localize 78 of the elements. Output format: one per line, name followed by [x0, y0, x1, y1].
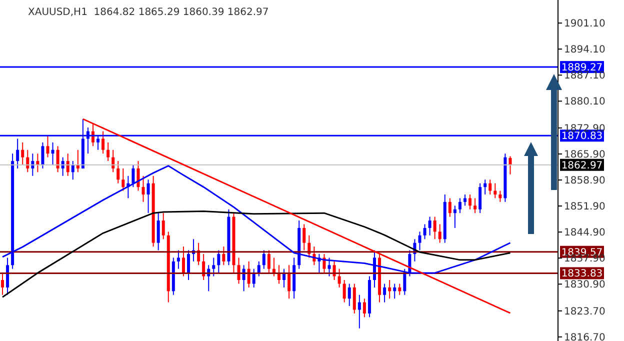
candlestick: [51, 142, 54, 166]
candlestick: [338, 268, 341, 288]
candlestick: [41, 142, 44, 169]
candlestick: [142, 175, 145, 202]
candlestick: [136, 160, 140, 192]
ref-line-label: 1862.97: [561, 160, 603, 172]
ref-line-label: 1833.83: [561, 268, 603, 280]
y-tick-label: 1901.10: [564, 18, 606, 30]
candlestick: [272, 257, 276, 277]
candlestick: [474, 198, 477, 214]
y-tick-label: 1851.90: [564, 202, 606, 213]
candlestick: [488, 179, 492, 195]
candlestick: [21, 142, 24, 166]
candlestick: [423, 224, 426, 240]
candlestick: [262, 250, 266, 270]
candlestick: [458, 198, 462, 214]
candlestick: [46, 134, 50, 158]
candlestick: [156, 212, 160, 251]
candlestick: [418, 231, 422, 251]
candlestick: [36, 153, 40, 173]
line-series: [2, 210, 511, 298]
y-tick-label: 1865.90: [564, 150, 606, 160]
candlestick: [508, 156, 512, 175]
candlestick: [212, 257, 216, 277]
candlestick: [494, 182, 497, 199]
candlestick: [122, 168, 125, 192]
candlestick: [428, 216, 432, 236]
candlestick: [16, 138, 20, 169]
candlestick: [187, 250, 190, 281]
candlestick: [288, 264, 291, 300]
candlestick: [393, 283, 396, 300]
text: XAUUSD,H1 1864.82 1865.29 1860.39 1862.97: [28, 7, 269, 18]
candlestick: [237, 257, 240, 284]
candlestick: [162, 212, 165, 240]
candlestick: [257, 260, 260, 277]
candlestick: [222, 246, 226, 266]
y-tick-label: 1830.90: [564, 280, 606, 291]
candlestick: [217, 250, 220, 274]
candlestick: [332, 260, 336, 281]
candlestick: [453, 205, 456, 228]
candlestick: [106, 142, 110, 162]
candlestick: [383, 283, 386, 303]
candlestick: [478, 182, 482, 214]
candlestick: [448, 198, 452, 218]
candlestick: [112, 149, 115, 173]
candlestick: [322, 253, 326, 274]
candlestick: [1, 272, 4, 296]
candlestick: [352, 283, 356, 314]
candlestick: [56, 146, 60, 173]
candlestick: [116, 160, 120, 184]
candlestick: [362, 298, 366, 318]
candlestick: [302, 224, 306, 251]
candlestick: [468, 194, 472, 210]
y-tick-label: 1823.70: [564, 306, 606, 318]
y-tick-label: 1894.10: [564, 44, 606, 56]
candlestick: [498, 190, 502, 202]
candlestick: [182, 246, 185, 277]
candlestick: [463, 194, 466, 206]
y-tick-label: 1880.10: [564, 96, 606, 108]
candlestick: [358, 294, 361, 329]
y-tick-label: 1858.90: [564, 176, 606, 187]
candlestick: [398, 283, 402, 296]
candlestick: [267, 250, 270, 274]
y-tick-label: 1816.70: [564, 332, 606, 341]
candlestick: [176, 250, 180, 270]
candlestick: [26, 149, 30, 173]
candlestick: [433, 216, 436, 240]
candlestick: [66, 153, 70, 176]
candlestick: [438, 224, 442, 244]
candlestick: [484, 179, 487, 195]
candlestick: [202, 253, 206, 281]
y-tick-label: 1844.90: [564, 228, 606, 239]
candlestick: [102, 130, 105, 154]
candlestick: [146, 179, 150, 214]
candlestick: [342, 280, 346, 303]
candlestick: [348, 283, 351, 307]
candlestick: [388, 280, 392, 300]
candlestick: [6, 257, 10, 296]
